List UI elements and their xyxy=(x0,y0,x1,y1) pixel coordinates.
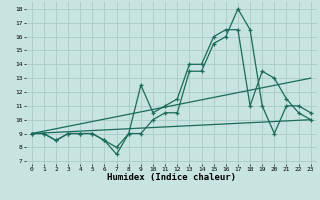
X-axis label: Humidex (Indice chaleur): Humidex (Indice chaleur) xyxy=(107,173,236,182)
